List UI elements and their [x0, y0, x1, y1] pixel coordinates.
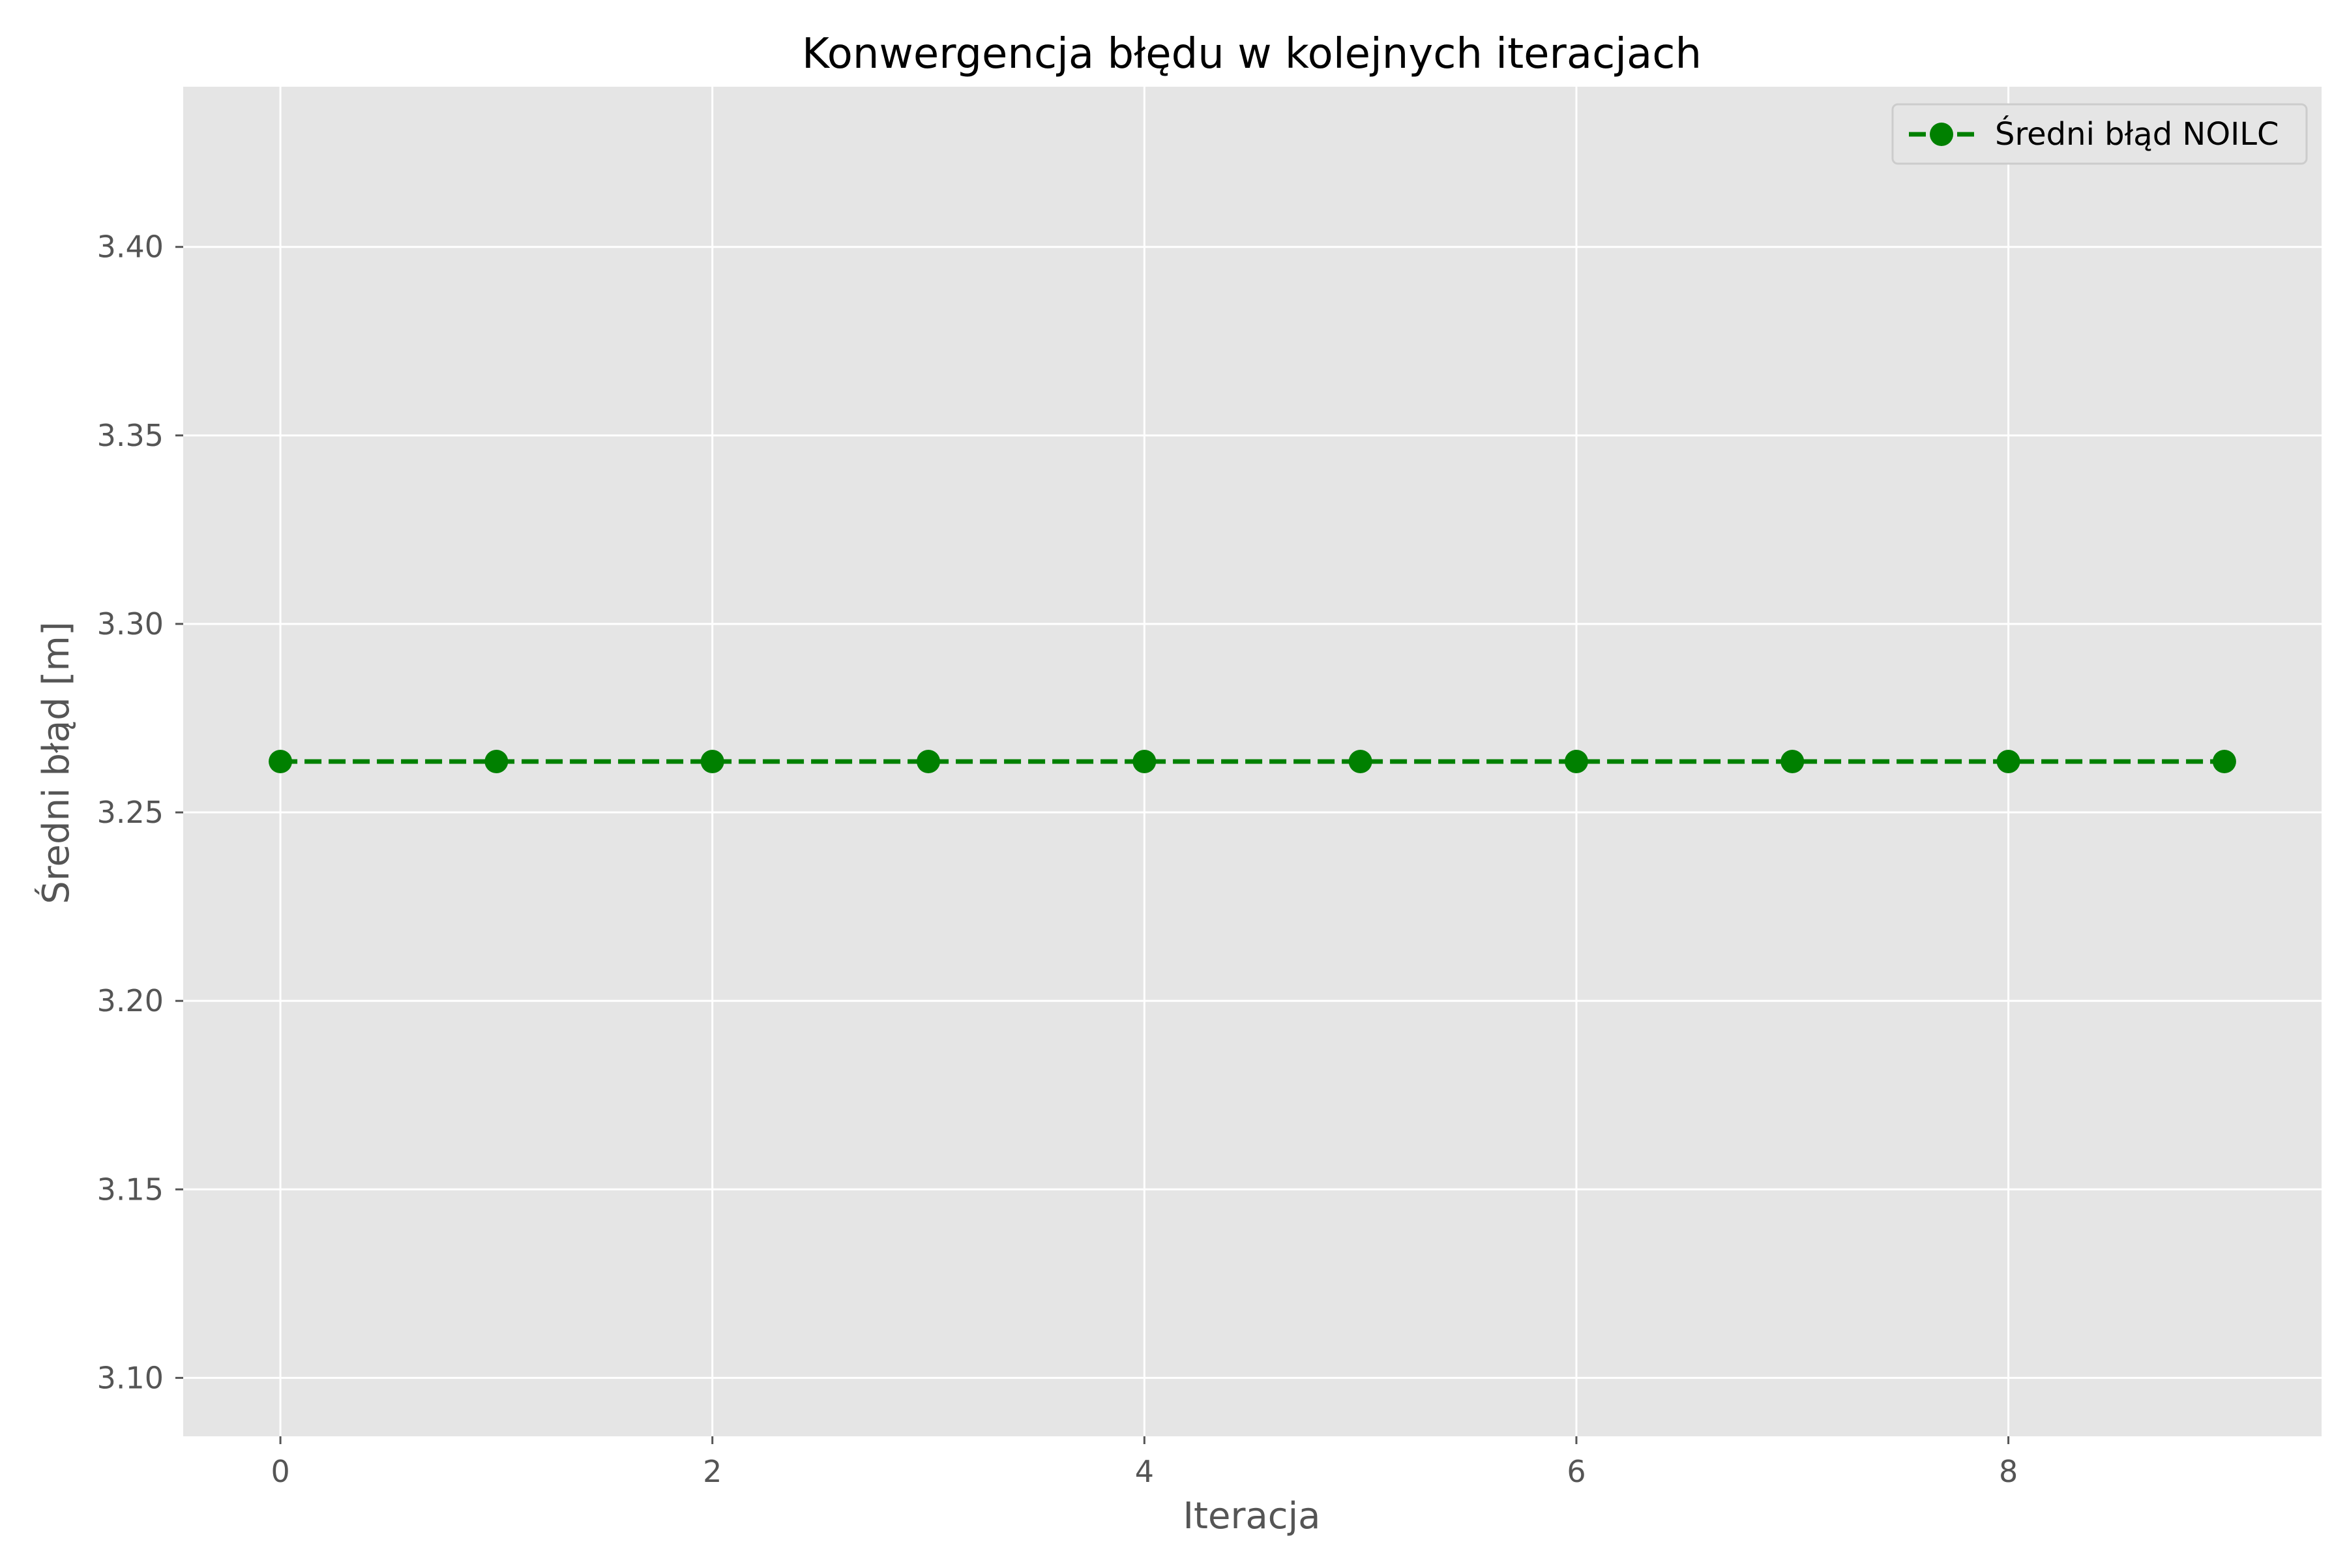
data-point — [1996, 750, 2020, 773]
x-tick-label: 0 — [271, 1454, 289, 1489]
x-axis-label: Iteracja — [1183, 1495, 1321, 1537]
chart-title: Konwergencja błędu w kolejnych iteracjac… — [802, 30, 1702, 78]
y-tick-label: 3.35 — [97, 418, 164, 453]
data-point — [269, 750, 293, 773]
data-point — [1780, 750, 1805, 773]
x-tick-label: 4 — [1135, 1454, 1154, 1489]
data-point — [484, 750, 509, 773]
y-tick-label: 3.15 — [97, 1172, 164, 1207]
y-tick-label: 3.40 — [97, 229, 164, 265]
y-tick-label: 3.10 — [97, 1360, 164, 1395]
x-tick-label: 6 — [1567, 1454, 1586, 1489]
legend-box — [1891, 103, 2308, 165]
data-point — [700, 750, 724, 773]
data-point — [1348, 750, 1372, 773]
y-tick-label: 3.30 — [97, 606, 164, 642]
y-tick-label: 3.20 — [97, 983, 164, 1018]
data-series — [269, 750, 2236, 773]
data-point — [1564, 750, 1588, 773]
y-tick-label: 3.25 — [97, 795, 164, 830]
legend: Średni błąd NOILC — [1891, 103, 2308, 165]
x-tick-label: 8 — [1999, 1454, 2018, 1489]
y-axis-label: Średni błąd [m] — [35, 621, 78, 904]
axis-ticks: 0 2 4 6 8 3.10 3.15 3.20 3.25 3.30 3.35 3.40 — [97, 229, 2018, 1489]
x-tick-label: 2 — [703, 1454, 722, 1489]
legend-label: Średni błąd NOILC — [1995, 115, 2279, 153]
data-point — [917, 750, 941, 773]
data-point — [2212, 750, 2236, 773]
legend-marker — [1930, 123, 1953, 146]
data-point — [1132, 750, 1157, 773]
